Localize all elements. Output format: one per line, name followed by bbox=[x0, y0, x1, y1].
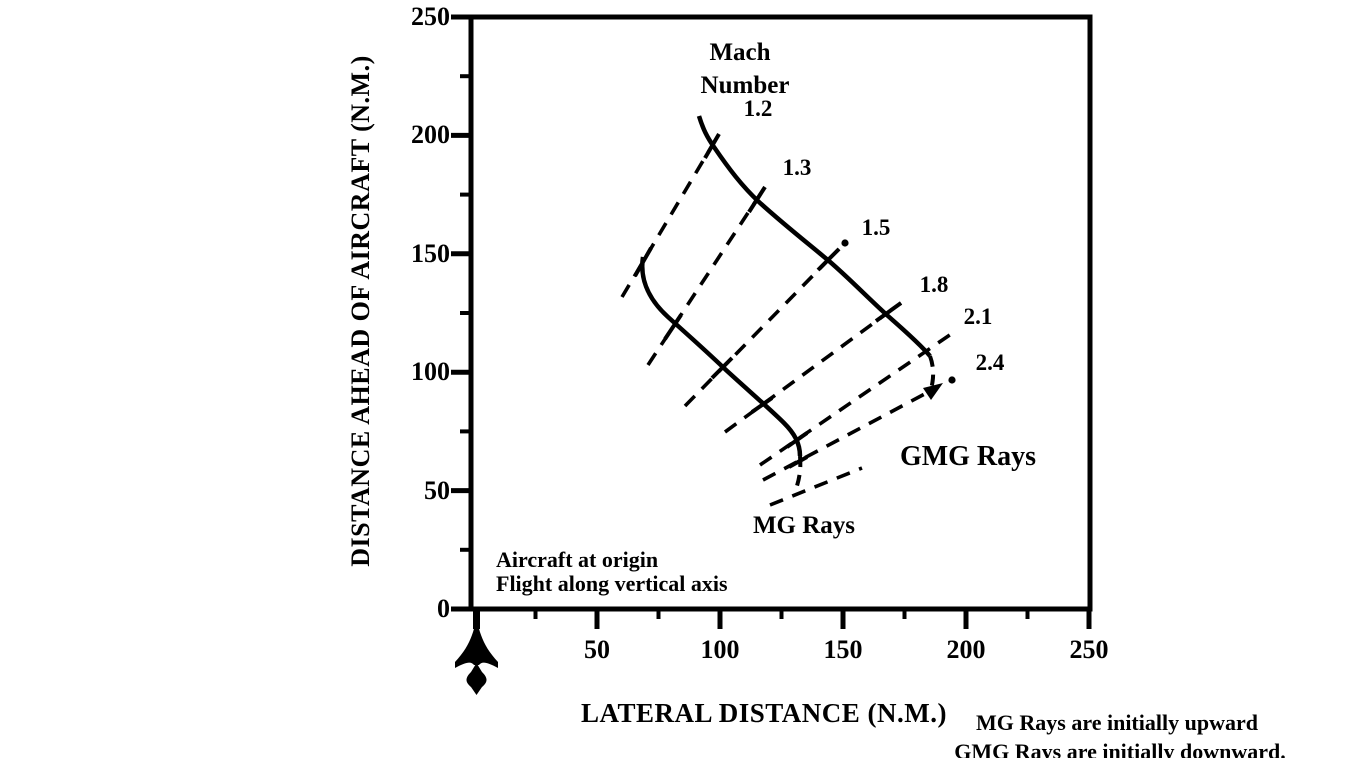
marker-dot-2-4 bbox=[948, 376, 956, 384]
annotation-aircraft-at-origin: Aircraft at origin bbox=[496, 547, 659, 572]
marker-dots bbox=[841, 239, 956, 384]
y-axis-title: DISTANCE AHEAD OF AIRCRAFT (N.M.) bbox=[346, 55, 375, 567]
y-tick-label-250: 250 bbox=[411, 2, 450, 31]
x-tick-label-150: 150 bbox=[823, 635, 863, 664]
mach-value-2-1: 2.1 bbox=[963, 304, 993, 329]
mach-number-header-line1: Mach bbox=[709, 39, 771, 66]
y-tick-label-100: 100 bbox=[411, 357, 450, 386]
x-axis-ticks bbox=[533, 609, 1092, 629]
y-tick-label-200: 200 bbox=[411, 120, 450, 149]
gmg-rays-label: GMG Rays bbox=[899, 441, 1037, 472]
ray-direction-arrowhead bbox=[923, 383, 943, 400]
annotation-flight-along-vertical-axis: Flight along vertical axis bbox=[496, 571, 728, 596]
gmg-caustic-curve bbox=[696, 115, 936, 390]
aircraft-icon bbox=[455, 607, 498, 695]
mg-rays-dashed bbox=[620, 133, 959, 467]
marker-dot-1-5 bbox=[841, 239, 849, 247]
x-tick-label-50: 50 bbox=[584, 635, 610, 664]
x-tick-label-250: 250 bbox=[1069, 635, 1109, 664]
x-axis-minor-ticks bbox=[533, 609, 1030, 619]
mg-rays-label: MG Rays bbox=[752, 512, 856, 539]
x-tick-label-200: 200 bbox=[946, 635, 986, 664]
y-axis-minor-ticks bbox=[460, 74, 471, 552]
mach-number-header-line2: Number bbox=[700, 72, 790, 99]
y-axis-ticks bbox=[451, 14, 471, 612]
y-tick-label-150: 150 bbox=[411, 239, 450, 268]
note-gmg-rays-downward: GMG Rays are initially downward. bbox=[954, 739, 1286, 758]
gmg-caustic-dashed-tail bbox=[928, 355, 936, 390]
x-tick-label-100: 100 bbox=[700, 635, 740, 664]
mach-value-1-2: 1.2 bbox=[743, 96, 773, 121]
mach-value-1-5: 1.5 bbox=[861, 215, 891, 240]
x-axis-title: LATERAL DISTANCE (N.M.) bbox=[580, 698, 948, 728]
ray-crossing-ticks bbox=[633, 132, 903, 469]
mach-value-1-8: 1.8 bbox=[919, 272, 949, 297]
mach-value-1-3: 1.3 bbox=[782, 155, 812, 180]
y-tick-label-50: 50 bbox=[424, 476, 450, 505]
mg-caustic-curve bbox=[640, 256, 803, 490]
mach-value-2-4: 2.4 bbox=[975, 350, 1005, 375]
note-mg-rays-upward: MG Rays are initially upward bbox=[976, 710, 1258, 735]
y-tick-label-0: 0 bbox=[437, 594, 450, 623]
